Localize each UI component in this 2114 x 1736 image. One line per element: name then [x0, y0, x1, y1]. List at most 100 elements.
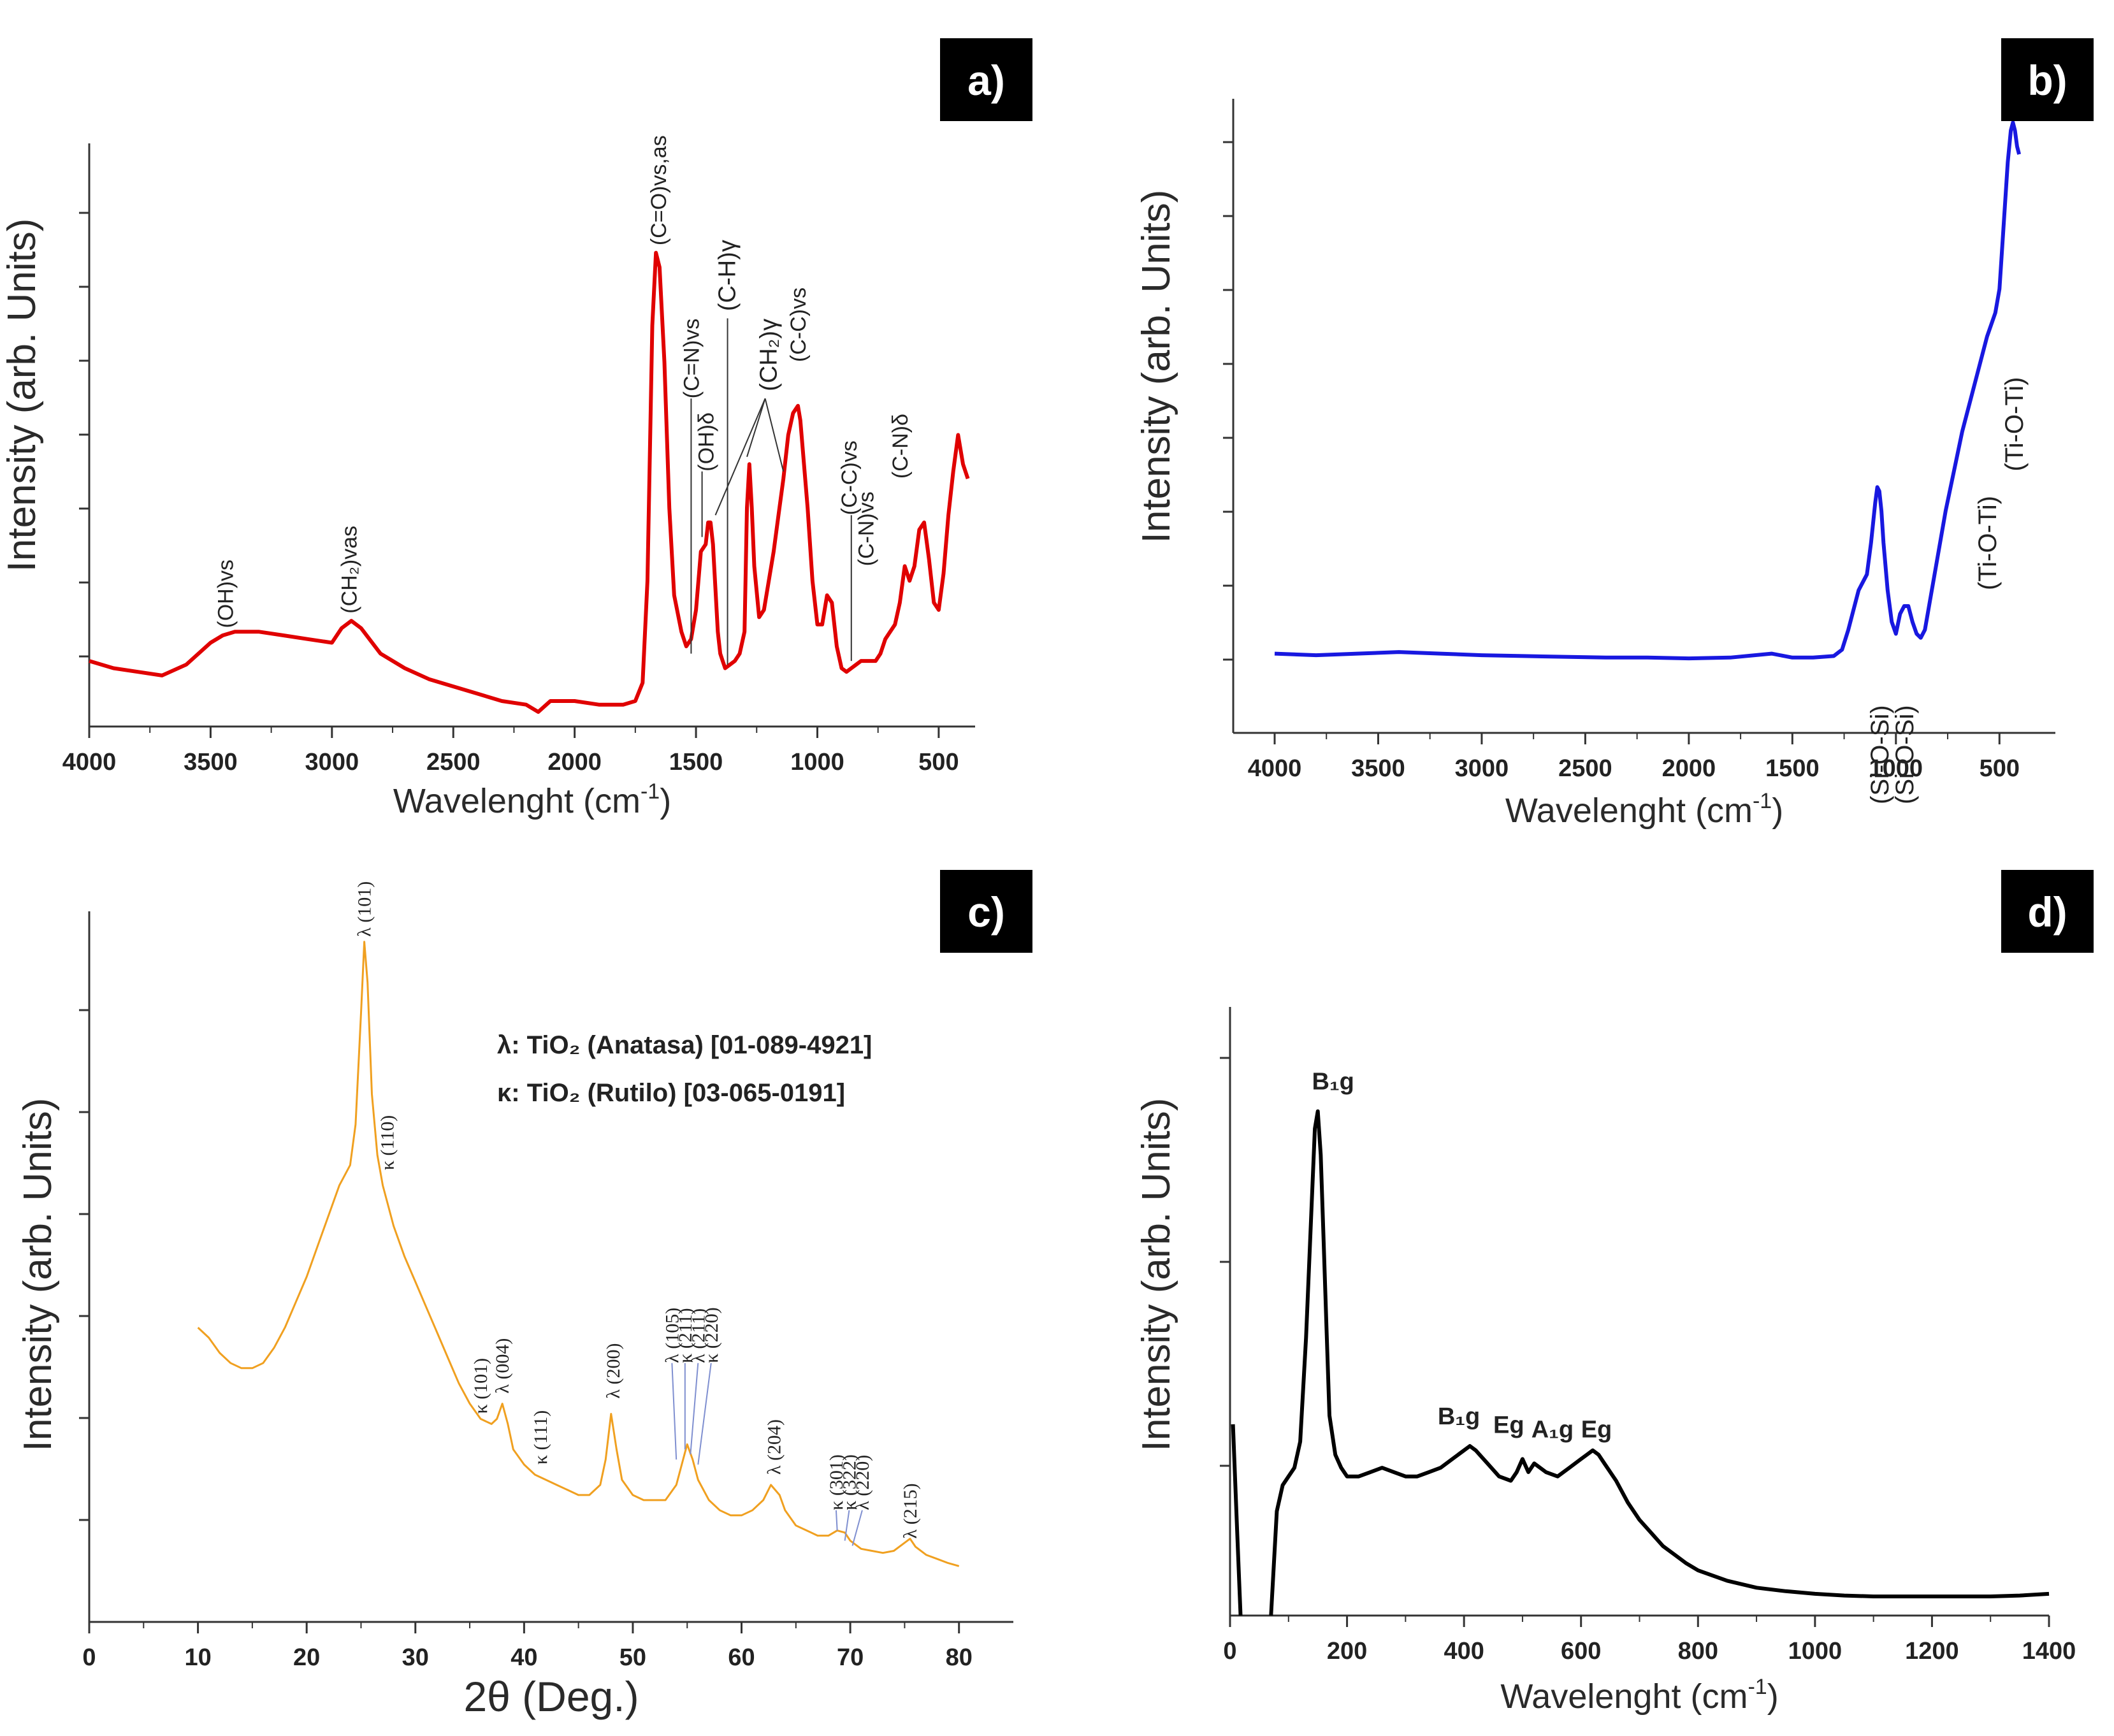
x-tick-label: 200 — [1327, 1638, 1367, 1665]
annotation-leader — [714, 398, 766, 516]
annotation-label: (C-C)vs — [837, 440, 862, 515]
x-tick-label: 0 — [1223, 1638, 1236, 1665]
x-axis-title: Wavelenght (cm-1) — [1505, 789, 1783, 830]
annotation-label: (Si-O-Si) — [1866, 705, 1894, 804]
series-line — [1274, 120, 2022, 661]
series-line — [197, 941, 960, 1567]
annotation-label: κ (211) — [675, 1308, 696, 1363]
annotation-leader — [697, 1363, 712, 1465]
annotation-leader — [671, 1363, 677, 1460]
annotation-label: (C=O)vs,as — [647, 135, 671, 245]
annotation-label: A₁g — [1531, 1416, 1574, 1443]
x-tick-label: 600 — [1561, 1638, 1601, 1665]
y-axis-title: Intensity (arb. Units) — [16, 1098, 60, 1452]
annotation-leader — [851, 1510, 863, 1546]
x-tick-label: 50 — [619, 1644, 646, 1671]
annotation-label: λ (200) — [603, 1343, 624, 1399]
panel-c: 0 10 20 30 40 50 60 70 80 Intensity (arb. Units) 2… — [16, 870, 1032, 1720]
series-line — [89, 250, 970, 714]
x-tick-label: 1500 — [1765, 755, 1820, 782]
annotation-label: κ (111) — [530, 1410, 551, 1465]
x-axis-title: Wavelenght (cm-1) — [393, 779, 671, 820]
x-tick-label: 80 — [946, 1644, 973, 1671]
x-tick-label: 2000 — [1662, 755, 1716, 782]
annotation-label: (CH₂)vas — [337, 526, 361, 614]
panel-label-badge — [2001, 870, 2094, 953]
panel-a: 4000 3500 3000 2500 2000 1500 1000 500 Intensity… — [0, 38, 1032, 820]
x-tick-label: 500 — [918, 749, 959, 776]
annotation-leader — [746, 398, 766, 458]
annotation-label: (OH)δ — [694, 412, 718, 472]
annotation-label: (Si-O-Si) — [1891, 705, 1919, 804]
x-tick-label: 3000 — [305, 749, 359, 776]
annotation-label: (Ti-O-Ti) — [1974, 496, 2002, 590]
annotation-label: λ (211) — [688, 1308, 709, 1363]
annotation-label: λ (220) — [852, 1455, 873, 1510]
x-tick-label: 4000 — [1248, 755, 1302, 782]
x-axis-title-sup: -1 — [641, 779, 660, 804]
panel-label: d) — [2027, 888, 2067, 936]
x-tick-label: 1400 — [2022, 1638, 2076, 1665]
annotation-label: λ (004) — [492, 1338, 513, 1394]
annotation-leader — [764, 398, 785, 472]
annotation-label: λ (215) — [900, 1483, 921, 1538]
annotation-label: λ (101) — [354, 881, 375, 937]
legend-entry-anatasa: λ: TiO₂ (Anatasa) [01-089-4921] — [497, 1031, 872, 1059]
annotation-label: (C-C)vs — [786, 287, 811, 362]
x-axis-title-sup: -1 — [1748, 1675, 1767, 1699]
x-tick-label: 400 — [1444, 1638, 1484, 1665]
panel-b: 4000 3500 3000 2500 2000 1500 1000 500 Intensity… — [1134, 38, 2094, 830]
x-tick-label: 4000 — [62, 749, 117, 776]
annotation-label: κ (110) — [377, 1115, 398, 1170]
x-tick-label: 10 — [184, 1644, 211, 1671]
annotation-label: (OH)vs — [214, 560, 238, 628]
x-axis-title: 2θ (Deg.) — [463, 1673, 639, 1720]
x-tick-label: 1000 — [790, 749, 844, 776]
series-line — [1269, 1109, 2050, 1616]
annotation-label: (C-N)vs — [855, 491, 879, 566]
y-axis-title: Intensity (arb. Units) — [1134, 1098, 1178, 1452]
annotation-label: Eg — [1581, 1416, 1612, 1443]
x-axis-title-end: ) — [1767, 1677, 1779, 1716]
x-tick-label: 3000 — [1455, 755, 1509, 782]
x-tick-label: 70 — [837, 1644, 864, 1671]
x-axis-title-main: Wavelenght (cm — [1500, 1677, 1748, 1716]
annotation-label: (CH₂)γ — [755, 319, 782, 391]
panel-label: b) — [2027, 57, 2067, 104]
x-tick-label: 2500 — [1558, 755, 1612, 782]
panel-d: 0 200 400 600 800 1000 1200 1400 Intensity (arb.… — [1134, 870, 2094, 1716]
x-tick-label: 1000 — [1788, 1638, 1843, 1665]
x-axis-title-main: Wavelenght (cm — [393, 782, 641, 820]
x-tick-label: 2500 — [426, 749, 481, 776]
annotation-label: (C-H)γ — [714, 240, 741, 311]
x-tick-label: 20 — [293, 1644, 320, 1671]
x-tick-label: 1500 — [669, 749, 723, 776]
annotation-label: λ (105) — [662, 1308, 683, 1363]
x-tick-label: 1200 — [1905, 1638, 1959, 1665]
annotation-label: Eg — [1493, 1412, 1524, 1439]
x-tick-label: 500 — [1980, 755, 2020, 782]
x-axis-title-sup: -1 — [1753, 789, 1772, 813]
legend-entry-rutilo: κ: TiO₂ (Rutilo) [03-065-0191] — [497, 1079, 845, 1107]
x-tick-label: 0 — [82, 1644, 96, 1671]
y-axis-title: Intensity (arb. Units) — [0, 219, 44, 572]
x-tick-label: 40 — [510, 1644, 537, 1671]
annotation-label: B₁g — [1438, 1403, 1480, 1430]
annotation-label: κ (220) — [701, 1307, 722, 1363]
annotation-leader — [844, 1510, 850, 1541]
annotation-label: κ (322) — [839, 1454, 860, 1510]
y-axis-title: Intensity (arb. Units) — [1134, 190, 1178, 544]
annotation-label: κ (101) — [470, 1358, 491, 1414]
annotation-label: (C=N)vs — [679, 319, 704, 399]
annotation-leader — [690, 1363, 699, 1455]
panel-label-badge — [940, 38, 1032, 121]
x-axis-title-main: Wavelenght (cm — [1505, 792, 1753, 830]
panel-label-badge — [2001, 38, 2094, 121]
annotation-label: (C-N)δ — [888, 414, 913, 479]
annotation-label: λ (204) — [764, 1419, 785, 1475]
panel-label-badge — [940, 870, 1032, 953]
x-tick-label: 30 — [402, 1644, 429, 1671]
x-tick-label: 3500 — [1351, 755, 1405, 782]
annotation-label: κ (301) — [826, 1454, 847, 1510]
